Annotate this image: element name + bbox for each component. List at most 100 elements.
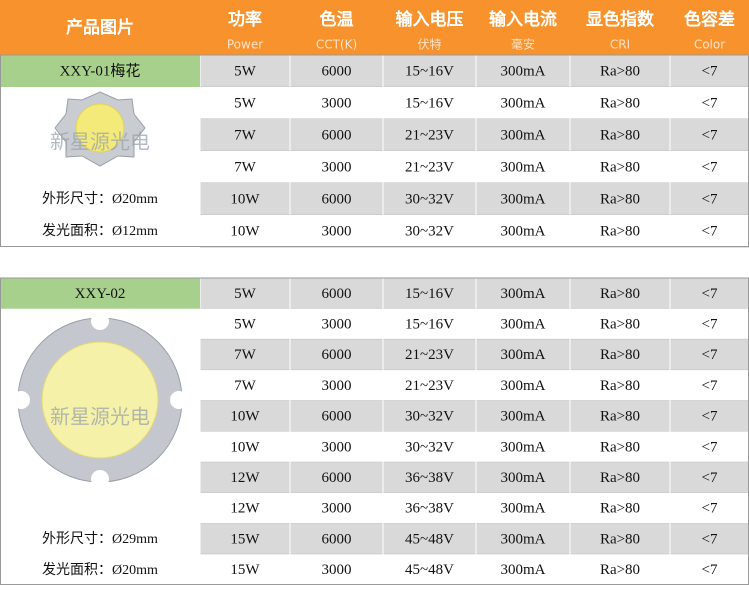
cell: 15W bbox=[230, 531, 260, 547]
cell: 300mA bbox=[501, 347, 546, 363]
cell: 10W bbox=[230, 223, 260, 239]
led-image-1 bbox=[54, 91, 146, 167]
cell: <7 bbox=[702, 127, 718, 143]
cell: Ra>80 bbox=[600, 127, 640, 143]
cell: Ra>80 bbox=[600, 347, 640, 363]
spec: 发光面积：Ø12mm bbox=[42, 223, 158, 239]
cell: Ra>80 bbox=[600, 531, 640, 547]
cell: 12W bbox=[230, 470, 260, 486]
cell: Ra>80 bbox=[600, 562, 640, 578]
row-bg bbox=[200, 370, 749, 401]
cell: 3000 bbox=[322, 159, 352, 175]
cell: <7 bbox=[702, 501, 718, 517]
cell: <7 bbox=[702, 159, 718, 175]
cell: 15~16V bbox=[405, 286, 454, 302]
cell: 300mA bbox=[501, 95, 546, 111]
cell: 5W bbox=[234, 95, 257, 111]
row-bg bbox=[200, 151, 749, 183]
header-title: 输入电流 bbox=[489, 9, 557, 30]
row-bg bbox=[200, 55, 749, 87]
cell: 15W bbox=[230, 562, 260, 578]
cell: 300mA bbox=[501, 378, 546, 394]
model-label-bg bbox=[0, 55, 200, 87]
cell: 3000 bbox=[322, 378, 352, 394]
cell: 12W bbox=[230, 501, 260, 517]
cell: Ra>80 bbox=[600, 501, 640, 517]
cell: Ra>80 bbox=[600, 286, 640, 302]
cell: 6000 bbox=[322, 63, 352, 79]
cell: Ra>80 bbox=[600, 191, 640, 207]
cell: <7 bbox=[702, 470, 718, 486]
cell: 15~16V bbox=[405, 316, 454, 332]
cell: 7W bbox=[234, 159, 257, 175]
cell: 300mA bbox=[501, 501, 546, 517]
cell: <7 bbox=[702, 95, 718, 111]
row-bg bbox=[200, 119, 749, 151]
row-bg bbox=[200, 308, 749, 340]
cell: 5W bbox=[234, 286, 257, 302]
model-label: XXY-01梅花 bbox=[60, 62, 141, 79]
header-title: 输入电压 bbox=[396, 9, 464, 30]
row-bg bbox=[200, 462, 749, 493]
cell: 30~32V bbox=[405, 191, 454, 207]
cell: 3000 bbox=[322, 95, 352, 111]
cell: 45~48V bbox=[405, 531, 454, 547]
cell: 3000 bbox=[322, 223, 352, 239]
cell: <7 bbox=[702, 191, 718, 207]
cell: 300mA bbox=[501, 470, 546, 486]
cell: 7W bbox=[234, 378, 257, 394]
cell: 3000 bbox=[322, 316, 352, 332]
cell: 300mA bbox=[501, 409, 546, 425]
row-bg bbox=[200, 183, 749, 215]
cell: <7 bbox=[702, 286, 718, 302]
header-subtitle: 毫安 bbox=[511, 37, 535, 52]
header-title: 功率 bbox=[228, 9, 262, 30]
cell: 30~32V bbox=[405, 409, 454, 425]
cell: 15~16V bbox=[405, 63, 454, 79]
cell: 36~38V bbox=[405, 470, 454, 486]
cell: 10W bbox=[230, 409, 260, 425]
cell: 300mA bbox=[501, 286, 546, 302]
cell: 6000 bbox=[322, 347, 352, 363]
cell: <7 bbox=[702, 378, 718, 394]
row-bg bbox=[200, 554, 749, 585]
cell: 6000 bbox=[322, 127, 352, 143]
cell: Ra>80 bbox=[600, 378, 640, 394]
row-bg bbox=[200, 339, 749, 371]
header-title: 色温 bbox=[320, 9, 354, 30]
cell: 300mA bbox=[501, 531, 546, 547]
cell: 21~23V bbox=[405, 347, 454, 363]
header-subtitle: CCT(K) bbox=[316, 38, 357, 52]
header-subtitle: Power bbox=[227, 38, 263, 52]
cell: Ra>80 bbox=[600, 223, 640, 239]
header-subtitle: Color bbox=[694, 38, 725, 52]
header-title: 显色指数 bbox=[586, 9, 655, 30]
spec: 外形尺寸：Ø20mm bbox=[42, 191, 158, 207]
cell: <7 bbox=[702, 531, 718, 547]
header-subtitle: CRI bbox=[610, 38, 630, 52]
cell: 3000 bbox=[322, 562, 352, 578]
cell: <7 bbox=[702, 316, 718, 332]
cell: 21~23V bbox=[405, 159, 454, 175]
cell: 300mA bbox=[501, 159, 546, 175]
row-bg bbox=[200, 400, 749, 432]
cell: 30~32V bbox=[405, 223, 454, 239]
cell: 6000 bbox=[322, 470, 352, 486]
cell: 3000 bbox=[322, 439, 352, 455]
spec: 发光面积：Ø20mm bbox=[42, 562, 158, 578]
row-bg bbox=[200, 215, 749, 247]
row-bg bbox=[200, 87, 749, 119]
cell: Ra>80 bbox=[600, 470, 640, 486]
cell: Ra>80 bbox=[600, 95, 640, 111]
cell: <7 bbox=[702, 409, 718, 425]
cell: 36~38V bbox=[405, 501, 454, 517]
model-label: XXY-02 bbox=[75, 286, 126, 302]
cell: 6000 bbox=[322, 286, 352, 302]
cell: <7 bbox=[702, 562, 718, 578]
model-label-bg bbox=[0, 278, 200, 309]
cell: 6000 bbox=[322, 531, 352, 547]
cell: 7W bbox=[234, 127, 257, 143]
cell: <7 bbox=[702, 63, 718, 79]
cell: 300mA bbox=[501, 223, 546, 239]
